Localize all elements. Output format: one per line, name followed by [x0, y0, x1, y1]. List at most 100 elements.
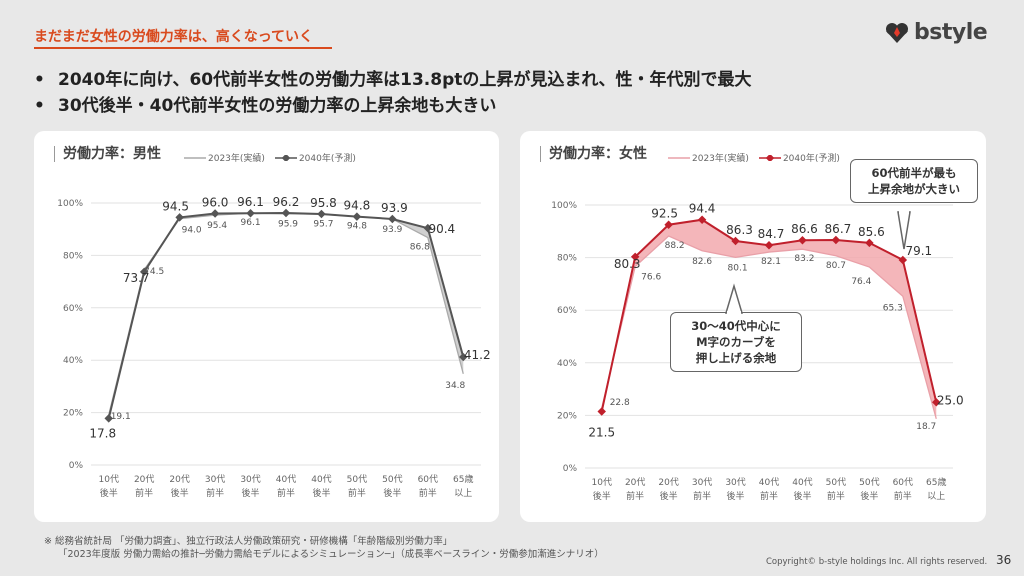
data-label-2023: 95.4	[207, 221, 227, 231]
page-number: 36	[996, 553, 1012, 567]
data-label-2023: 96.1	[241, 218, 261, 228]
series-point-2040	[597, 407, 606, 416]
gap-area	[108, 212, 464, 419]
x-tick-label: 50代	[347, 474, 367, 485]
data-label-2040: 86.7	[825, 222, 852, 236]
x-tick-label: 20代	[169, 474, 189, 485]
x-tick-label: 50代	[859, 477, 879, 488]
x-tick-label: 後半	[100, 487, 118, 499]
y-tick-label: 100%	[551, 201, 577, 211]
x-tick-label: 20代	[134, 474, 154, 485]
y-tick-label: 60%	[557, 306, 577, 316]
bullet-list: • 2040年に向け、60代前半女性の労働力率は13.8ptの上昇が見込まれ、性・…	[34, 67, 752, 119]
series-point-2040	[459, 352, 468, 362]
x-tick-label: 50代	[826, 477, 846, 488]
legend-item-2023: 2023年(実績)	[668, 154, 749, 164]
data-label-2040: 73.7	[123, 271, 150, 285]
x-tick-label: 10代	[592, 477, 612, 488]
series-point-2040	[731, 236, 740, 246]
x-tick-label: 前半	[827, 490, 845, 502]
y-tick-label: 40%	[63, 356, 83, 366]
y-tick-label: 100%	[57, 199, 83, 209]
data-label-2023: 93.9	[382, 225, 402, 235]
y-tick-label: 0%	[69, 461, 84, 471]
x-tick-label: 前半	[626, 490, 644, 502]
data-label-2023: 76.4	[851, 277, 871, 287]
x-tick-label: 40代	[792, 477, 812, 488]
slide-title: まだまだ女性の労働力率は、高くなっていく	[34, 29, 314, 45]
data-label-2023: 76.6	[641, 273, 661, 283]
series-point-2040	[317, 209, 326, 219]
x-tick-label: 前半	[894, 490, 912, 502]
x-tick-label: 65歳	[453, 473, 473, 485]
male-chart-legend: 2023年(実績) 2040年(予測)	[184, 151, 366, 164]
data-label-2023: 82.6	[692, 257, 712, 267]
data-label-2040: 93.9	[381, 201, 408, 215]
series-point-2040	[175, 213, 184, 222]
x-tick-label: 50代	[382, 474, 402, 485]
series-point-2040	[246, 208, 255, 218]
series-point-2040	[210, 209, 220, 218]
x-tick-label: 後半	[242, 487, 260, 499]
x-tick-label: 30代	[725, 477, 745, 488]
x-tick-label: 前半	[760, 490, 778, 502]
data-label-2023: 86.8	[410, 243, 430, 253]
y-tick-label: 80%	[557, 254, 577, 264]
data-label-2023: 65.3	[883, 303, 903, 313]
footnote: ※ 総務省統計局 「労働力調査」、独立行政法人労働政策研究・研修機構「年齢階級別…	[44, 536, 604, 560]
x-tick-label: 40代	[311, 474, 331, 485]
data-label-2040: 90.4	[428, 222, 455, 236]
legend-item-2040: 2040年(予測)	[758, 151, 840, 164]
female-chart-title: 労働力率：女性	[540, 146, 647, 162]
data-label-2023: 83.2	[794, 254, 814, 264]
series-point-2040	[798, 235, 807, 245]
x-tick-label: 後半	[171, 487, 189, 499]
data-label-2023: 80.7	[826, 261, 846, 271]
callout-sixties: 60代前半が最も 上昇余地が大きい	[850, 159, 978, 203]
male-chart-panel: 労働力率：男性 2023年(実績) 2040年(予測) 0% 20% 40% 60% 8…	[34, 131, 499, 522]
x-tick-label: 前半	[206, 487, 224, 499]
legend-item-2040: 2040年(予測)	[274, 151, 356, 164]
data-label-2040: 94.8	[344, 199, 371, 213]
data-label-2040: 85.6	[858, 225, 885, 239]
series-line-2023	[601, 235, 937, 419]
data-label-2023: 94.8	[347, 222, 367, 232]
y-tick-label: 20%	[63, 409, 83, 419]
data-label-2040: 86.6	[791, 222, 818, 236]
data-label-2040: 84.7	[758, 227, 785, 241]
x-tick-label: 60代	[418, 474, 438, 485]
data-label-2040: 79.1	[905, 244, 932, 258]
x-tick-label: 後半	[860, 490, 878, 502]
x-tick-label: 後半	[383, 487, 401, 499]
data-label-2023: 74.5	[144, 267, 164, 277]
data-label-2040: 41.2	[464, 348, 491, 362]
x-tick-label: 40代	[759, 477, 779, 488]
data-label-2023: 95.9	[278, 220, 298, 230]
x-tick-label: 65歳	[926, 476, 946, 488]
series-point-2040	[697, 215, 707, 224]
series-point-2040	[664, 220, 673, 229]
series-point-2040	[932, 398, 941, 407]
series-point-2040	[423, 223, 433, 233]
x-tick-label: 後半	[660, 490, 678, 502]
data-label-2040: 94.5	[162, 199, 189, 213]
series-point-2040	[139, 267, 149, 277]
x-tick-label: 30代	[692, 477, 712, 488]
x-tick-label: 後半	[312, 487, 330, 499]
x-tick-label: 10代	[99, 474, 119, 485]
data-label-2040: 96.2	[273, 195, 300, 209]
x-tick-label: 前半	[348, 487, 366, 499]
y-tick-label: 40%	[557, 359, 577, 369]
data-label-2023: 88.2	[665, 241, 685, 251]
y-tick-label: 80%	[63, 251, 83, 261]
data-label-2023: 80.1	[728, 263, 748, 273]
data-label-2040: 96.0	[202, 195, 229, 209]
data-label-2023: 19.1	[111, 412, 131, 422]
bullet-item: • 30代後半・40代前半女性の労働力率の上昇余地も大きい	[34, 96, 497, 116]
x-tick-label: 前半	[419, 487, 437, 499]
x-tick-label: 60代	[893, 477, 913, 488]
x-tick-label: 後半	[727, 490, 745, 502]
x-tick-label: 以上	[454, 488, 472, 499]
data-label-2023: 95.7	[313, 219, 333, 229]
